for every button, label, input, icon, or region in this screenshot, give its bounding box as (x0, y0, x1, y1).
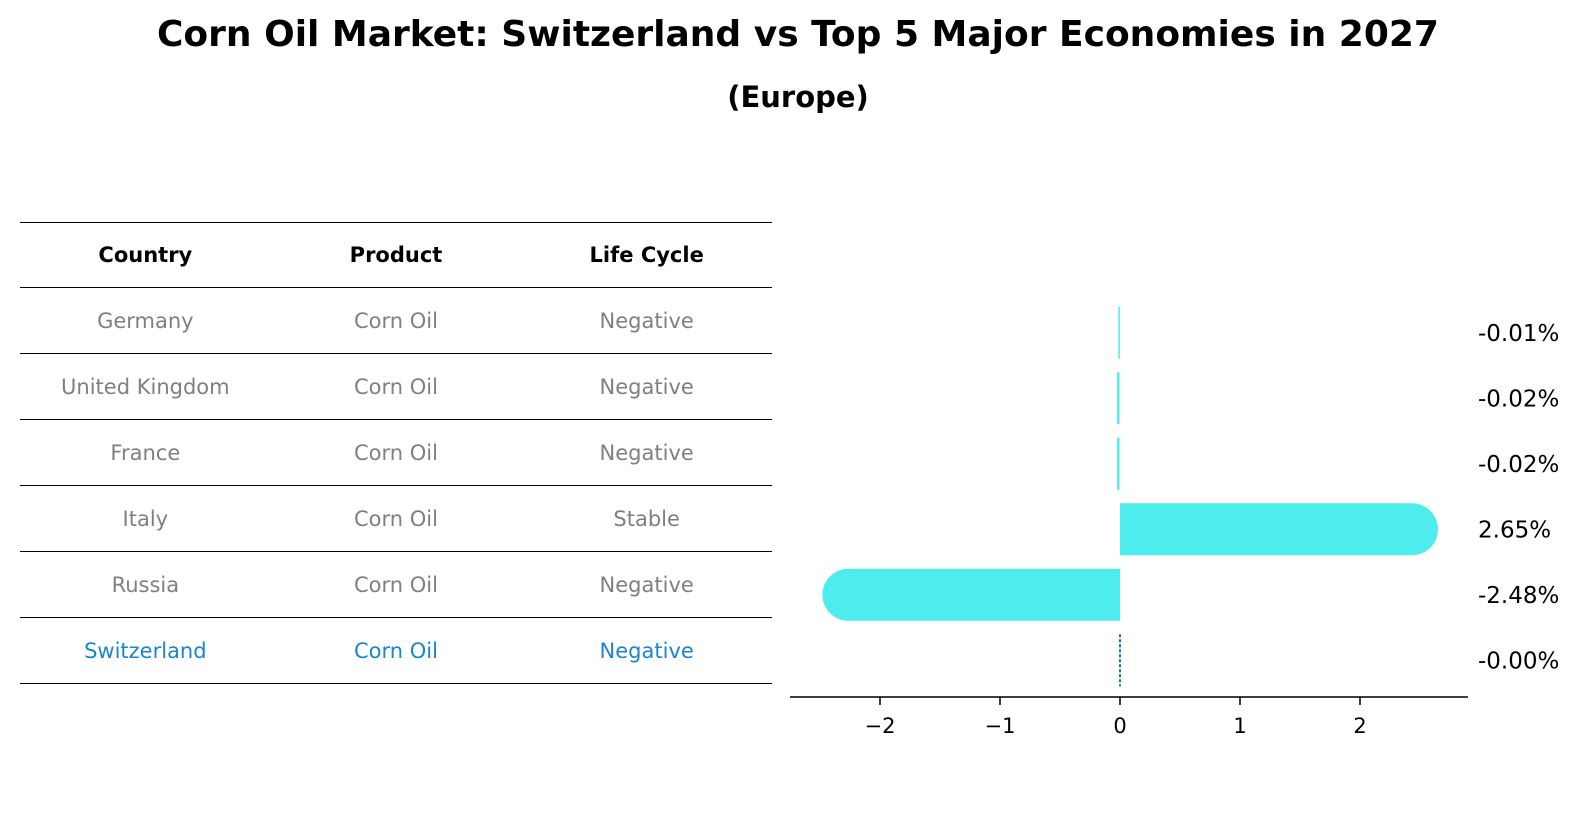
cell-country: United Kingdom (61, 374, 230, 399)
header-product: Product (349, 243, 443, 267)
table-row: United Kingdom Corn Oil Negative (20, 354, 772, 420)
table-row: Germany Corn Oil Negative (20, 288, 772, 354)
cell-product: Corn Oil (354, 638, 438, 663)
cell-country: Germany (97, 308, 194, 333)
bar (1120, 503, 1438, 556)
chart-subtitle: (Europe) (727, 80, 869, 114)
cell-product: Corn Oil (354, 506, 438, 531)
cell-product: Corn Oil (354, 440, 438, 465)
value-label: -2.48% (1478, 583, 1559, 609)
cell-product: Corn Oil (354, 572, 438, 597)
table-header-row: Country Product Life Cycle (20, 222, 772, 288)
value-label: -0.01% (1478, 321, 1559, 347)
cell-country: Switzerland (84, 638, 207, 663)
value-label: -0.02% (1478, 386, 1559, 412)
header-country: Country (98, 243, 193, 267)
cell-life-cycle: Negative (599, 308, 694, 333)
header-life-cycle: Life Cycle (589, 243, 704, 267)
table-row: Russia Corn Oil Negative (20, 552, 772, 618)
value-label: -0.00% (1478, 648, 1559, 674)
chart-title: Corn Oil Market: Switzerland vs Top 5 Ma… (157, 14, 1439, 55)
comparison-table: Country Product Life Cycle Germany Corn … (20, 222, 772, 684)
bar (822, 568, 1120, 621)
cell-life-cycle: Negative (599, 638, 694, 663)
bar (1117, 437, 1120, 490)
x-tick-label: 1 (1233, 714, 1246, 738)
cell-life-cycle: Stable (613, 506, 680, 531)
cell-product: Corn Oil (354, 308, 438, 333)
x-tick-label: −2 (865, 714, 896, 738)
cell-country: Italy (122, 506, 169, 531)
x-tick-label: 0 (1113, 714, 1126, 738)
bar (1117, 372, 1120, 425)
table-row-highlight: Switzerland Corn Oil Negative (20, 618, 772, 684)
value-label: -0.02% (1478, 452, 1559, 478)
value-label: 2.65% (1478, 517, 1551, 543)
table-row: Italy Corn Oil Stable (20, 486, 772, 552)
x-tick-label: −1 (985, 714, 1016, 738)
cell-product: Corn Oil (354, 374, 438, 399)
bar (1118, 306, 1120, 359)
x-tick-label: 2 (1353, 714, 1366, 738)
table-row: France Corn Oil Negative (20, 420, 772, 486)
cell-country: Russia (111, 572, 180, 597)
cell-life-cycle: Negative (599, 440, 694, 465)
cell-country: France (110, 440, 181, 465)
cell-life-cycle: Negative (599, 374, 694, 399)
cell-life-cycle: Negative (599, 572, 694, 597)
